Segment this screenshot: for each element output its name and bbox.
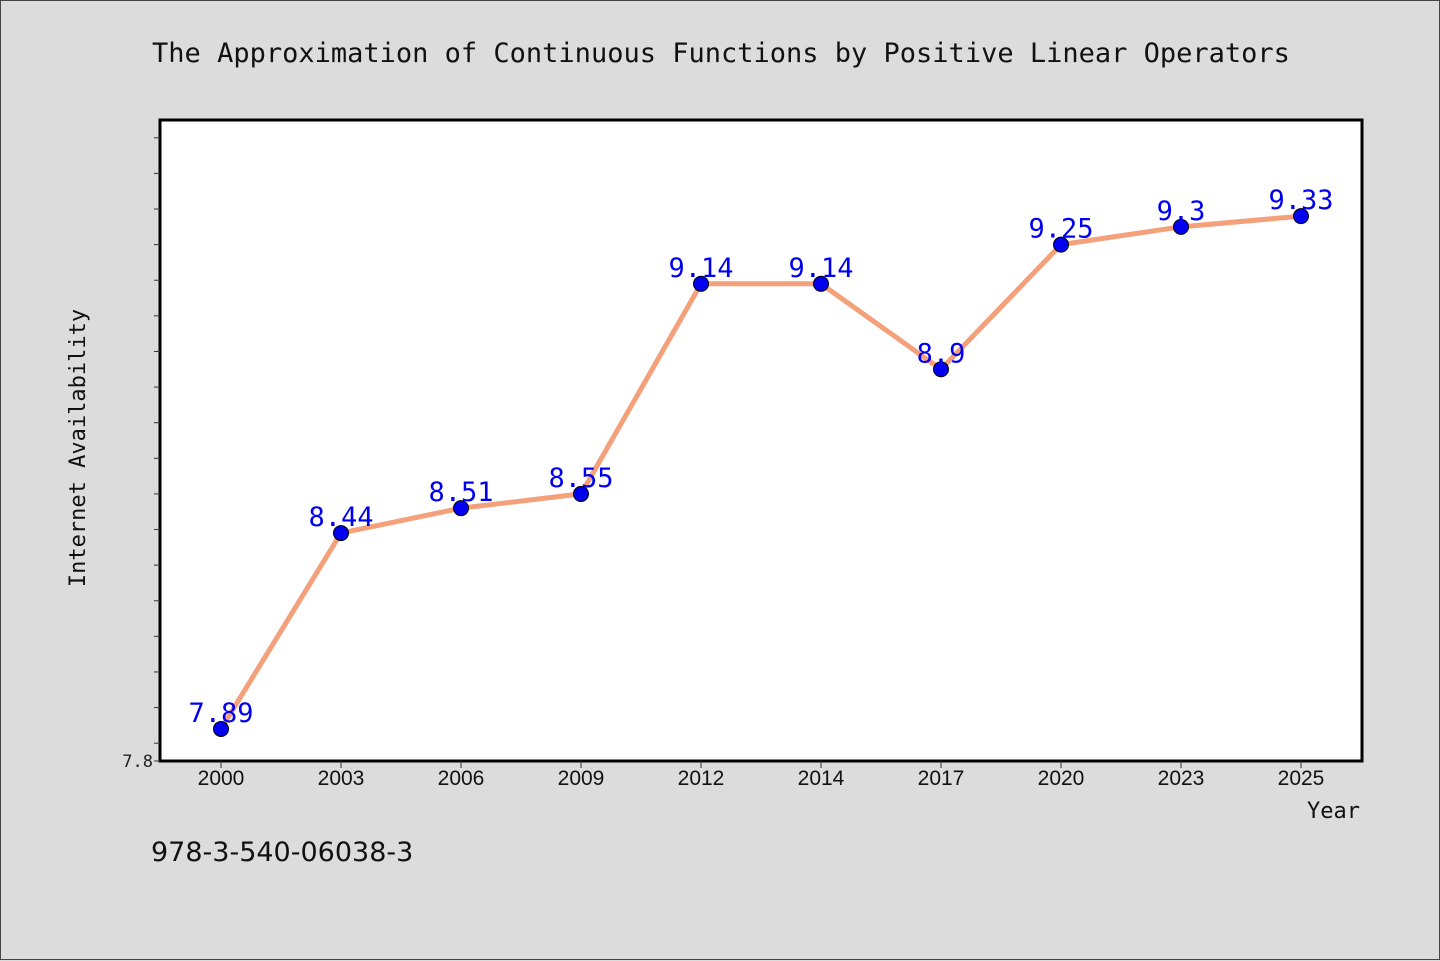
data-label: 9.33 <box>1268 185 1333 216</box>
data-label: 9.14 <box>788 253 853 284</box>
series-line <box>218 213 1302 731</box>
x-tick-label: 2017 <box>918 767 965 790</box>
x-tick-label: 2003 <box>318 767 365 790</box>
data-point <box>333 525 349 542</box>
data-point <box>693 275 709 292</box>
x-tick-label: 2020 <box>1038 767 1085 790</box>
data-label: 7.89 <box>188 698 253 729</box>
data-label: 8.44 <box>308 502 373 533</box>
plot-area <box>158 118 1364 763</box>
x-tick-label: 2025 <box>1278 767 1325 790</box>
isbn-caption: 978-3-540-06038-3 <box>151 837 414 868</box>
data-label: 9.14 <box>668 253 733 284</box>
x-axis-label: Year <box>1307 799 1360 824</box>
x-tick-label: 2012 <box>678 767 725 790</box>
x-tick-label: 2009 <box>558 767 605 790</box>
data-point <box>453 500 469 517</box>
y-axis-label: Internet Availability <box>66 309 91 587</box>
x-tick-label: 2014 <box>798 767 845 790</box>
x-tick-label: 2006 <box>438 767 485 790</box>
data-point <box>573 485 589 502</box>
data-point <box>1293 208 1309 225</box>
y-tick-label: 7.8 <box>122 752 153 772</box>
data-point <box>1173 218 1189 235</box>
data-label: 8.9 <box>917 338 966 369</box>
chart-title: The Approximation of Continuous Function… <box>152 38 1290 69</box>
data-point <box>933 361 949 378</box>
data-label: 9.3 <box>1157 196 1206 227</box>
data-label: 8.51 <box>428 477 493 508</box>
x-tick-label: 2000 <box>198 767 245 790</box>
x-tick-label: 2023 <box>1158 767 1205 790</box>
data-label: 9.25 <box>1028 214 1093 245</box>
data-point <box>813 275 829 292</box>
data-label: 8.55 <box>548 463 613 494</box>
data-point <box>1053 236 1069 253</box>
data-point <box>213 720 229 737</box>
